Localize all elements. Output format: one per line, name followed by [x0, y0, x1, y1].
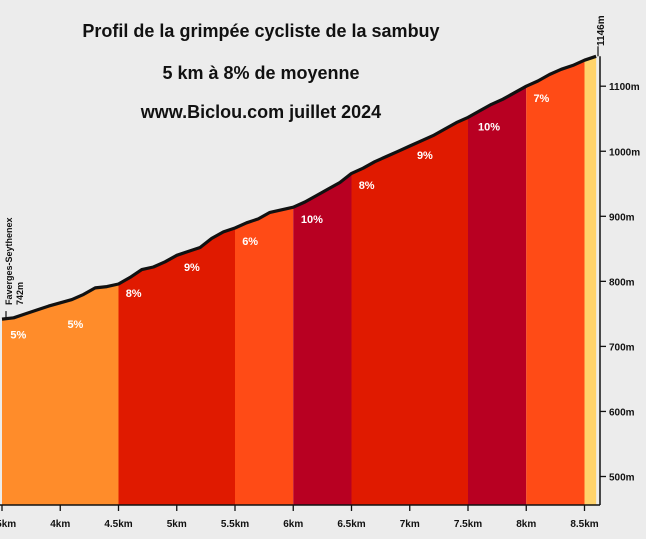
grade-label-3: 9% — [184, 262, 200, 274]
grade-label-2: 8% — [126, 288, 142, 300]
x-tick-label-8: 7.5km — [454, 519, 482, 530]
x-tick-label-0: 3.5km — [0, 519, 16, 530]
x-tick-label-5: 6km — [283, 519, 303, 530]
top-altitude-label: 1146m — [596, 15, 607, 46]
start-name-label: Faverges-Seythenex — [4, 217, 14, 305]
sky-area — [0, 0, 646, 319]
grade-label-8: 10% — [478, 121, 500, 133]
profile-line-group — [1, 54, 597, 321]
gradient-band-6 — [526, 0, 585, 505]
gradient-band-7 — [584, 0, 597, 505]
x-tick-label-3: 5km — [167, 519, 187, 530]
y-axis: 500m 600m 700m 800m 900m 1000m 1100m — [599, 56, 640, 505]
grade-labels: 5% 5% 8% 9% 6% 10% 8% 9% 10% 7% — [10, 93, 549, 342]
grade-label-9: 7% — [533, 93, 549, 105]
y-tick-label-1: 600m — [609, 407, 635, 418]
x-tick-label-7: 7km — [400, 519, 420, 530]
right-margin — [600, 0, 646, 539]
x-tick-label-6: 6.5km — [337, 519, 365, 530]
y-tick-label-0: 500m — [609, 473, 635, 484]
x-axis: 3.5km 4km 4.5km 5km 5.5km 6km 6.5km 7km 7.5km 8km… — [0, 504, 600, 530]
chart-title: Profil de la grimpée cycliste de la samb… — [82, 21, 440, 41]
grade-label-1: 5% — [67, 319, 83, 331]
grade-label-5: 10% — [301, 214, 323, 226]
grade-label-6: 8% — [359, 180, 375, 192]
y-tick-label-4: 900m — [609, 212, 635, 223]
chart-subtitle: 5 km à 8% de moyenne — [162, 63, 360, 83]
annotations: Faverges-Seythenex 742m 1146m — [4, 15, 607, 320]
profile-line — [1, 54, 597, 321]
y-tick-label-5: 1000m — [609, 147, 640, 158]
x-tick-label-4: 5.5km — [221, 519, 249, 530]
source-label: www.Biclou.com juillet 2024 — [140, 102, 382, 122]
y-tick-label-3: 800m — [609, 277, 635, 288]
x-tick-label-9: 8km — [516, 519, 536, 530]
grade-label-0: 5% — [10, 330, 26, 342]
x-tick-label-2: 4.5km — [104, 519, 132, 530]
start-altitude-label: 742m — [15, 282, 25, 305]
bottom-margin — [0, 505, 646, 539]
x-tick-label-10: 8.5km — [570, 519, 598, 530]
y-tick-label-2: 700m — [609, 342, 635, 353]
y-tick-label-6: 1100m — [609, 82, 640, 93]
x-tick-label-1: 4km — [50, 519, 70, 530]
grade-label-7: 9% — [417, 150, 433, 162]
grade-label-4: 6% — [242, 236, 258, 248]
